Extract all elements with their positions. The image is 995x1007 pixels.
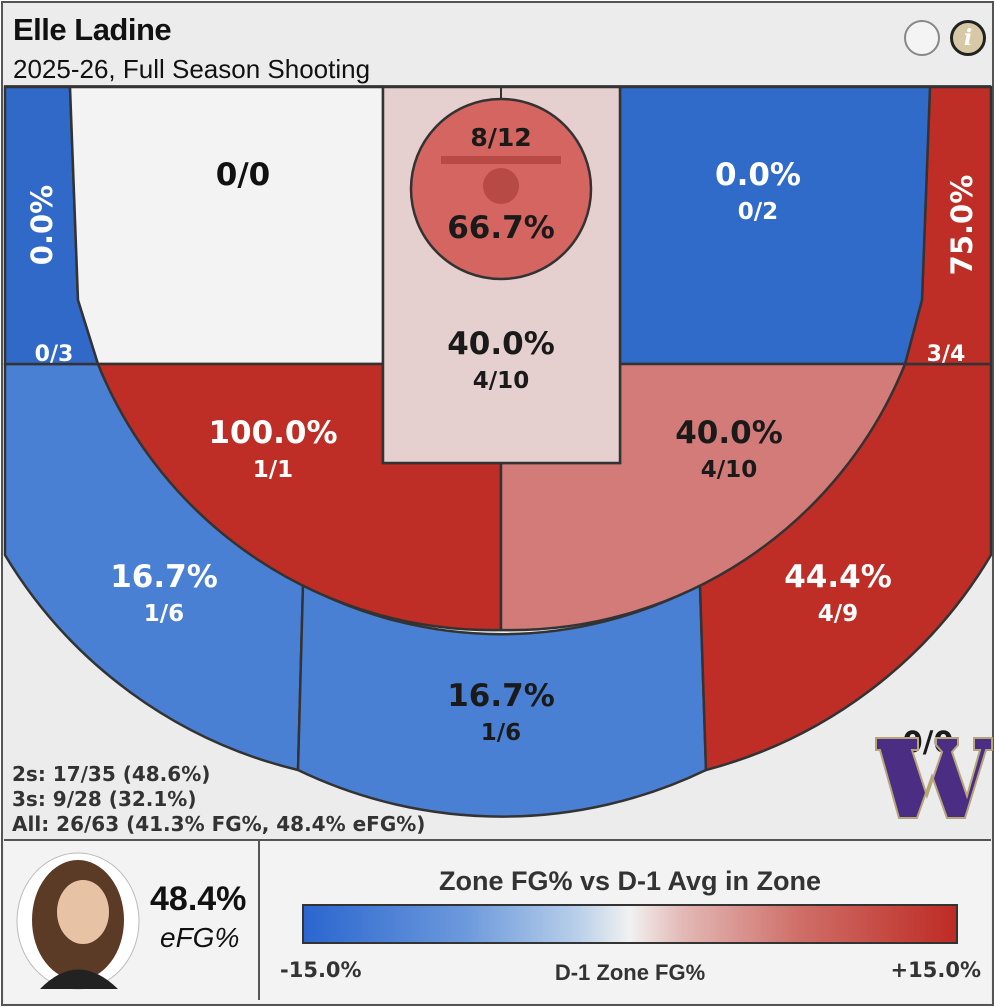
header-band [4,4,991,86]
zone-right-wing-3-pct: 44.4% [784,559,892,595]
zone-left-elbow-mid [96,362,503,632]
zone-left-elbow-mid-made-att: 1/1 [253,457,293,483]
zone-right-corner-3-made-att: 3/4 [927,342,966,367]
zone-right-mid-upper [618,85,932,366]
zone-left-mid-upper-made-att: 0/0 [216,157,270,193]
legend-color-scale [302,904,958,944]
legend-max-label: +15.0% [890,958,981,982]
info-icon[interactable]: i [950,20,986,56]
zone-right-mid-upper-made-att: 0/2 [738,199,778,225]
summary-twos: 2s: 17/35 (48.6%) [12,762,211,786]
summary-threes: 3s: 9/28 (32.1%) [12,787,197,811]
zone-top-key-3-pct: 16.7% [447,678,555,714]
zone-right-elbow-mid-made-att: 4/10 [701,457,757,483]
washington-w-logo [875,737,993,819]
zone-restricted-area-made-att: 8/12 [470,123,531,152]
chart-subtitle: 2025-26, Full Season Shooting [13,54,371,84]
zone-left-mid-upper [68,85,385,366]
zone-left-corner-3-made-att: 0/3 [35,342,74,367]
zone-paint-pct: 40.0% [447,326,555,362]
avatar-face [57,880,109,944]
zone-left-elbow-mid-pct: 100.0% [208,415,337,451]
zone-right-mid-upper-pct: 0.0% [715,157,801,193]
efg-label: eFG% [160,922,240,953]
efg-value: 48.4% [150,880,247,918]
rim [483,168,519,204]
w-logo-glyph [875,737,993,819]
summary-all: All: 26/63 (41.3% FG%, 48.4% eFG%) [12,812,426,836]
zone-right-corner-3-pct: 75.0% [945,175,979,276]
avatar-shirt [40,969,118,989]
zone-left-corner-3-pct: 0.0% [25,185,59,265]
zone-right-elbow-mid-pct: 40.0% [675,415,783,451]
legend-min-label: -15.0% [280,958,362,982]
zone-paint-made-att: 4/10 [473,368,529,394]
zone-right-elbow-mid [499,362,907,632]
legend-center-label: D-1 Zone FG% [554,960,706,985]
legend-title: Zone FG% vs D-1 Avg in Zone [438,866,822,896]
player-name: Elle Ladine [13,12,172,47]
zone-right-wing-3-made-att: 4/9 [818,601,858,627]
zone-restricted-area-pct: 66.7% [447,210,555,246]
backboard [441,156,561,164]
zone-left-wing-3-pct: 16.7% [110,559,218,595]
zone-top-key-3-made-att: 1/6 [481,720,521,746]
zone-left-wing-3-made-att: 1/6 [144,601,184,627]
toggle-button[interactable] [904,20,940,56]
